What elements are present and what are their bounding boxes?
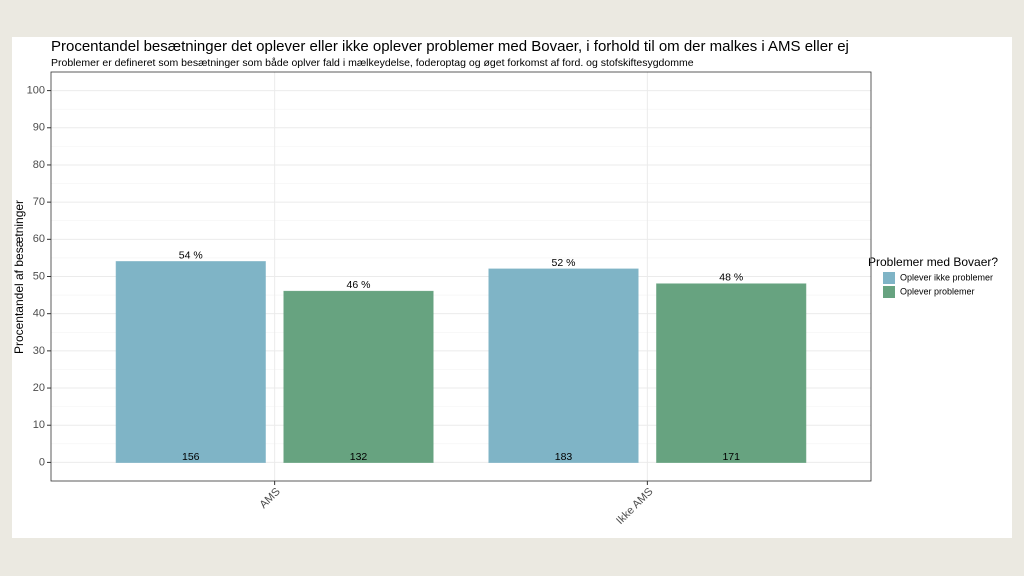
legend-label: Oplever problemer bbox=[900, 286, 975, 296]
y-tick-label: 20 bbox=[33, 382, 45, 394]
value-label: 48 % bbox=[719, 272, 743, 284]
y-tick-label: 70 bbox=[33, 196, 45, 208]
y-tick-label: 90 bbox=[33, 122, 45, 134]
y-tick-label: 60 bbox=[33, 233, 45, 245]
y-tick-label: 10 bbox=[33, 419, 45, 431]
y-tick-label: 80 bbox=[33, 159, 45, 171]
count-label: 183 bbox=[555, 451, 573, 463]
y-tick-label: 40 bbox=[33, 308, 45, 320]
y-tick-label: 100 bbox=[27, 84, 45, 96]
value-label: 54 % bbox=[179, 249, 203, 261]
count-label: 132 bbox=[350, 451, 368, 463]
y-tick-label: 30 bbox=[33, 345, 45, 357]
chart-title: Procentandel besætninger det oplever ell… bbox=[51, 38, 849, 55]
legend-key bbox=[883, 272, 895, 284]
bar bbox=[115, 261, 266, 463]
chart-subtitle: Problemer er defineret som besætninger s… bbox=[51, 57, 694, 69]
legend-label: Oplever ikke problemer bbox=[900, 272, 993, 282]
value-label: 46 % bbox=[347, 279, 371, 291]
bar bbox=[656, 283, 807, 463]
count-label: 171 bbox=[722, 451, 740, 463]
legend-title: Problemer med Bovaer? bbox=[868, 255, 998, 269]
value-label: 52 % bbox=[552, 257, 576, 269]
panel-border bbox=[50, 71, 872, 482]
legend-key bbox=[883, 286, 895, 298]
bar bbox=[283, 290, 434, 463]
y-tick-label: 50 bbox=[33, 270, 45, 282]
y-axis-label: Procentandel af besætninger bbox=[12, 200, 26, 354]
count-label: 156 bbox=[182, 451, 200, 463]
y-tick-label: 0 bbox=[39, 456, 45, 468]
bar bbox=[488, 268, 639, 463]
